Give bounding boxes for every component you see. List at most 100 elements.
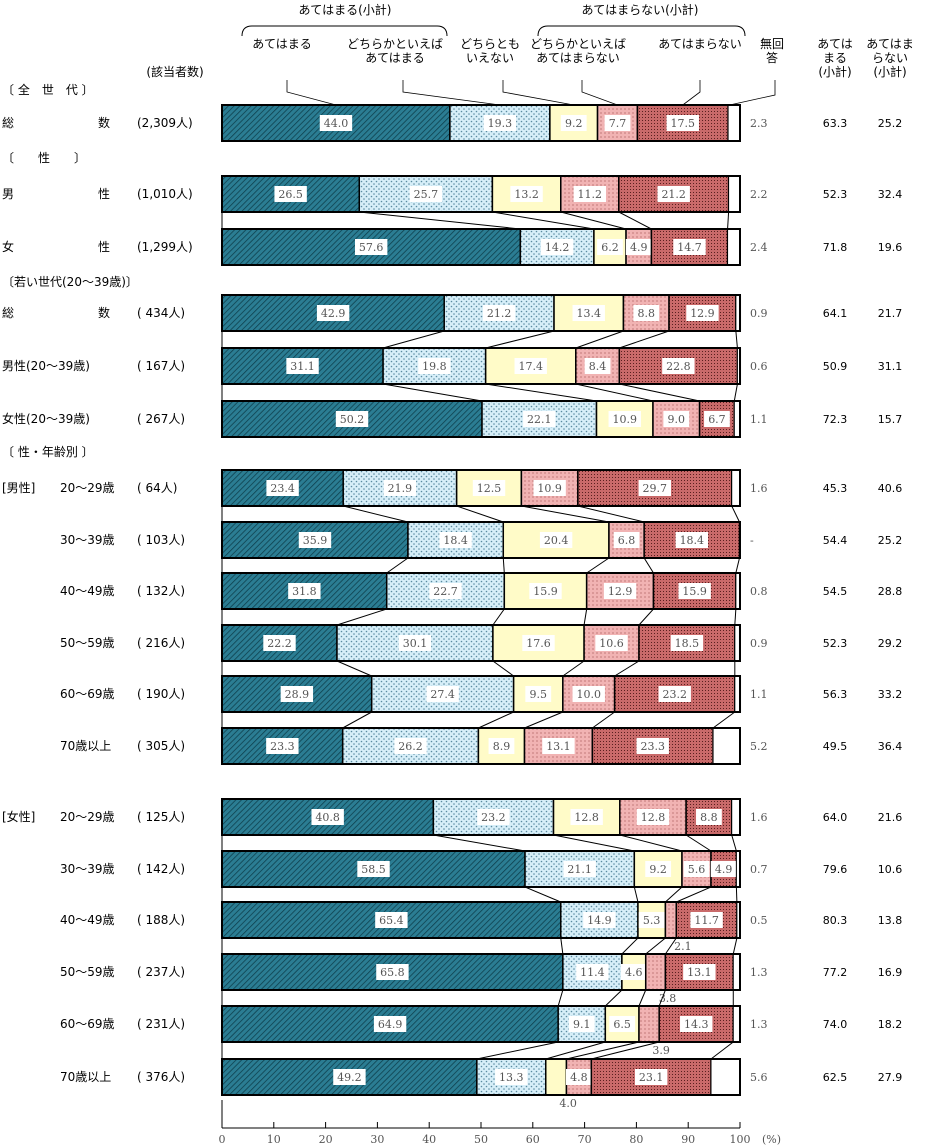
data-label: 6.2 (601, 241, 619, 254)
connector-line (557, 989, 564, 1007)
subtotal-applies: 64.0 (823, 811, 848, 824)
connector-line (731, 834, 737, 852)
subtotal-applies: 54.4 (823, 534, 848, 547)
data-label-bg (298, 532, 332, 548)
data-label-bg (572, 686, 605, 702)
data-label-bg (573, 186, 606, 202)
section-title: 〔 性・年齢別 〕 (2, 444, 94, 459)
row-count: ( 216人) (137, 636, 185, 650)
connector-line (727, 211, 730, 230)
subtotal-applies: 64.1 (823, 307, 848, 320)
bar-row: 30～39歳 ( 142人) 58.5 21.1 9.2 5.6 4.9 0.7 79.6 10.… (60, 850, 903, 888)
subtotal-not-applies: 29.2 (878, 637, 903, 650)
n-header: (該当者数) (146, 64, 203, 79)
bar-outline (221, 727, 741, 765)
data-label-bg (439, 532, 472, 548)
row-count: (1,299人) (137, 240, 193, 254)
data-label: 65.4 (379, 914, 404, 927)
bar-segment-5 (728, 175, 741, 213)
legend-group-applies: あてはまる(小計) (299, 2, 392, 17)
connector-line (733, 383, 738, 402)
data-label: 28.9 (285, 688, 310, 701)
data-label: 18.4 (680, 534, 705, 547)
connector-line (456, 505, 504, 523)
subtotal-header-not-applies: あてはま (866, 37, 914, 51)
bar-row: 60～69歳 ( 190人) 28.9 27.4 9.5 10.0 23.2 1.1 56.3 3… (60, 675, 902, 713)
subtotal-not-applies: 25.2 (878, 117, 903, 130)
data-label: 7.7 (609, 117, 627, 130)
bar-outline (221, 624, 741, 662)
x-axis: 0 10 20 30 40 50 60 70 80 90 100 (%) (219, 1100, 781, 1146)
data-label-bg (583, 912, 616, 928)
data-label-bg (429, 583, 462, 599)
connector-line (502, 557, 505, 574)
row-count: ( 103人) (137, 533, 185, 547)
connector-line (521, 505, 610, 523)
subtotal-applies: 54.5 (823, 585, 848, 598)
row-count: ( 267人) (137, 412, 185, 426)
bar-row: 70歳以上 ( 305人) 23.3 26.2 8.9 13.1 23.3 5.2 49.5 36… (60, 727, 903, 765)
bar-segment-5 (732, 953, 741, 991)
data-label: 13.4 (576, 307, 601, 320)
data-label: 10.6 (599, 637, 624, 650)
bar-segment-5 (710, 1058, 741, 1096)
bar-segment-5 (731, 798, 741, 836)
bar-outline (221, 953, 741, 991)
x-tick-label: 90 (681, 1133, 695, 1146)
bar-segment-5 (727, 104, 741, 142)
data-label-bg (542, 738, 575, 754)
connector-line (614, 660, 640, 677)
row-label: 30～39歳 (60, 862, 115, 876)
data-label-bg (603, 583, 637, 599)
data-label: 65.8 (380, 966, 405, 979)
subtotal-not-applies: 10.6 (878, 863, 903, 876)
connector-line (566, 1041, 640, 1060)
data-label-bg (418, 358, 451, 374)
data-label-bg (274, 186, 307, 202)
leader-line-0 (286, 80, 337, 106)
no-answer-value: 1.3 (750, 1018, 768, 1031)
connector-line (665, 886, 683, 903)
data-label: 31.1 (290, 360, 315, 373)
row-label: 女性(20～39歳) (2, 411, 90, 426)
row-count: ( 305人) (137, 739, 185, 753)
subtotal-applies: 52.3 (823, 637, 848, 650)
legend-label-1: どちらかといえば (347, 37, 443, 51)
x-tick-label: 60 (526, 1133, 540, 1146)
legend-header: あてはまる(小計) あてはまらない(小計)あてはまる どちらかといえばあてはまるどち… (146, 2, 914, 106)
connector-line (664, 937, 677, 955)
bar-outline (221, 901, 741, 939)
subtotal-not-applies: 36.4 (878, 740, 903, 753)
data-label: 18.5 (675, 637, 700, 650)
data-label: 22.8 (666, 360, 691, 373)
data-label: 19.8 (422, 360, 447, 373)
data-label-bg (658, 686, 691, 702)
no-answer-value: 0.7 (750, 863, 768, 876)
connector-line (735, 557, 740, 574)
data-label-bg (568, 1016, 595, 1032)
connector-line (342, 711, 372, 729)
bar-row: 男 性 (1,010人) 26.5 25.7 13.2 11.2 21.2 2.2 52.3 32… (2, 175, 902, 213)
subtotal-not-applies: 27.9 (878, 1071, 903, 1084)
bar-segment-3 (664, 901, 678, 939)
connector-line (492, 608, 505, 626)
bar-row: [男性] 20～29歳 ( 64人) 23.4 21.9 12.5 10.9 29.7 1.6 4… (2, 469, 902, 507)
data-label-bg (288, 583, 321, 599)
connector-line (336, 608, 387, 626)
bar-segment-3 (638, 1005, 660, 1043)
data-label-bg (383, 480, 417, 496)
data-label-bg (625, 239, 652, 255)
row-count: ( 231人) (137, 1017, 185, 1031)
x-tick-label: 40 (422, 1133, 436, 1146)
data-label-bg (678, 583, 711, 599)
leader-line-3 (581, 80, 618, 106)
no-answer-value: 0.6 (750, 360, 768, 373)
data-label: 23.3 (640, 740, 665, 753)
data-label-bg (636, 809, 670, 825)
data-label: 5.6 (688, 863, 706, 876)
connector-line (621, 937, 639, 955)
x-tick-label: 0 (219, 1133, 226, 1146)
data-label-bg (373, 1016, 407, 1032)
data-label-bg (286, 358, 319, 374)
